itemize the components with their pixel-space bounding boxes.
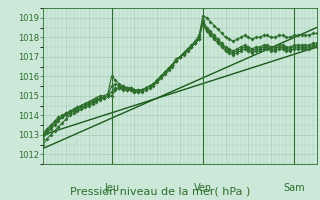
Text: Pression niveau de la mer( hPa ): Pression niveau de la mer( hPa ) [70, 186, 250, 196]
Text: Jeu: Jeu [104, 183, 119, 193]
Text: Ven: Ven [194, 183, 212, 193]
Text: Sam: Sam [283, 183, 305, 193]
